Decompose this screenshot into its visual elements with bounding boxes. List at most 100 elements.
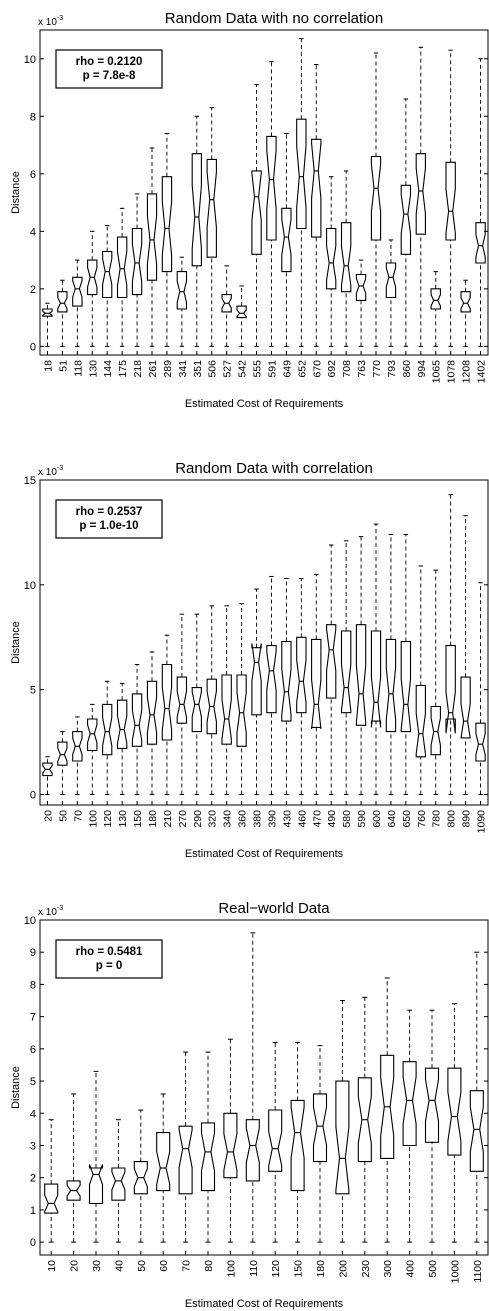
boxplot-430: 430 [281,578,293,828]
box-body [312,1093,328,1163]
x-tick-label: 591 [266,360,278,378]
box-body [400,640,412,733]
box-body [445,161,456,241]
annotation-box [55,939,163,979]
boxplot-261: 261 [146,147,159,378]
x-tick-label: 793 [386,360,398,378]
x-tick-label: 230 [360,1260,372,1278]
boxplot-130: 130 [87,230,99,378]
box-body [42,308,53,317]
boxplot-20: 20 [66,1093,81,1272]
x-tick-label: 506 [207,360,219,378]
chart-panel-1: 0 2 4 6 8 10 x 10-3 Random Data with no correla… [10,10,489,410]
boxplot-175: 175 [116,207,129,378]
box-body [385,638,397,733]
box-body [290,1099,305,1192]
boxplot-150: 150 [131,664,144,828]
x-tick-label: 1100 [472,1260,484,1283]
box-body [111,1167,126,1201]
boxplot-340: 340 [221,605,234,828]
boxplot-542: 542 [236,285,249,378]
boxplot-110: 110 [245,932,260,1277]
x-tick-label: 175 [117,360,129,378]
boxplot-1065: 1065 [430,271,443,384]
boxplot-210: 210 [161,634,174,828]
x-tick-label: 180 [147,810,159,828]
plot-frame [39,29,489,356]
x-tick-label: 1208 [461,360,473,384]
x-tick-label: 150 [132,810,144,828]
x-tick-label: 218 [132,360,144,378]
boxplot-591: 591 [266,61,278,378]
boxplot-144: 144 [102,225,114,378]
boxplot-763: 763 [355,259,368,378]
boxplot-590: 590 [355,536,368,828]
x-tick-label: 890 [461,810,473,828]
y-tick-label: 10 [24,915,36,927]
x-tick-label: 1065 [431,360,443,384]
x-tick-label: 30 [91,1260,103,1272]
x-tick-label: 652 [296,360,308,378]
box-body [469,1090,484,1172]
x-tick-label: 100 [87,810,99,828]
axis-exponent: x 10-3 [38,15,63,28]
boxplot-351: 351 [191,115,204,378]
box-body [178,1125,193,1195]
x-tick-label: 180 [315,1260,327,1278]
y-tick-label: 10 [24,580,36,592]
boxplot-100: 100 [223,1038,238,1278]
x-tick-label: 50 [136,1260,148,1272]
exponent-base: x 10 [38,467,57,478]
box-body [326,227,337,290]
plot-frame [39,919,489,1256]
boxplot-649: 649 [281,133,293,378]
boxplot-50: 50 [133,1109,148,1272]
boxplot-506: 506 [206,107,219,378]
box-body [430,705,441,756]
boxplot-1000: 1000 [447,1003,462,1283]
boxplot-1208: 1208 [460,279,473,384]
box-body [146,680,158,745]
boxplot-760: 760 [415,565,428,828]
boxplot-230: 230 [357,996,372,1278]
x-axis-label: Estimated Cost of Requirements [185,848,344,860]
y-tick-label: 1 [30,1205,36,1217]
box-body [311,638,322,730]
exponent-base: x 10 [38,17,57,28]
exponent-base: x 10 [38,907,57,918]
annotation-line: rho = 0.2120 [76,56,143,68]
exponent-power: -3 [57,465,63,472]
x-tick-label: 200 [337,1260,349,1278]
x-tick-label: 150 [293,1260,305,1278]
y-tick-label: 3 [30,1140,36,1152]
y-axis-label: Distance [10,621,22,664]
boxplot-490: 490 [326,544,338,828]
box-body [402,1061,417,1147]
box-body [131,227,143,296]
box-body [460,676,471,739]
x-tick-label: 70 [72,810,84,822]
x-axis-label: Estimated Cost of Requirements [185,1298,344,1310]
box-body [133,1161,148,1195]
x-tick-label: 650 [401,810,413,828]
x-tick-label: 20 [69,1260,81,1272]
boxplot-60: 60 [156,1093,171,1272]
x-tick-label: 60 [158,1260,170,1272]
boxplot-20: 20 [42,756,54,822]
x-tick-label: 118 [72,360,84,377]
y-tick-label: 7 [30,1012,36,1024]
x-tick-label: 110 [248,1260,260,1277]
x-tick-label: 430 [281,810,293,828]
boxplot-360: 360 [236,603,249,828]
boxplot-130: 130 [116,682,129,828]
x-tick-label: 120 [270,1260,282,1278]
boxplot-527: 527 [221,265,234,378]
x-tick-label: 1090 [476,810,488,834]
boxplot-650: 650 [400,534,413,828]
x-tick-label: 460 [296,810,308,828]
x-tick-label: 144 [102,360,114,378]
box-body [57,741,68,766]
boxplot-118: 118 [72,259,84,377]
boxplot-320: 320 [206,605,219,828]
